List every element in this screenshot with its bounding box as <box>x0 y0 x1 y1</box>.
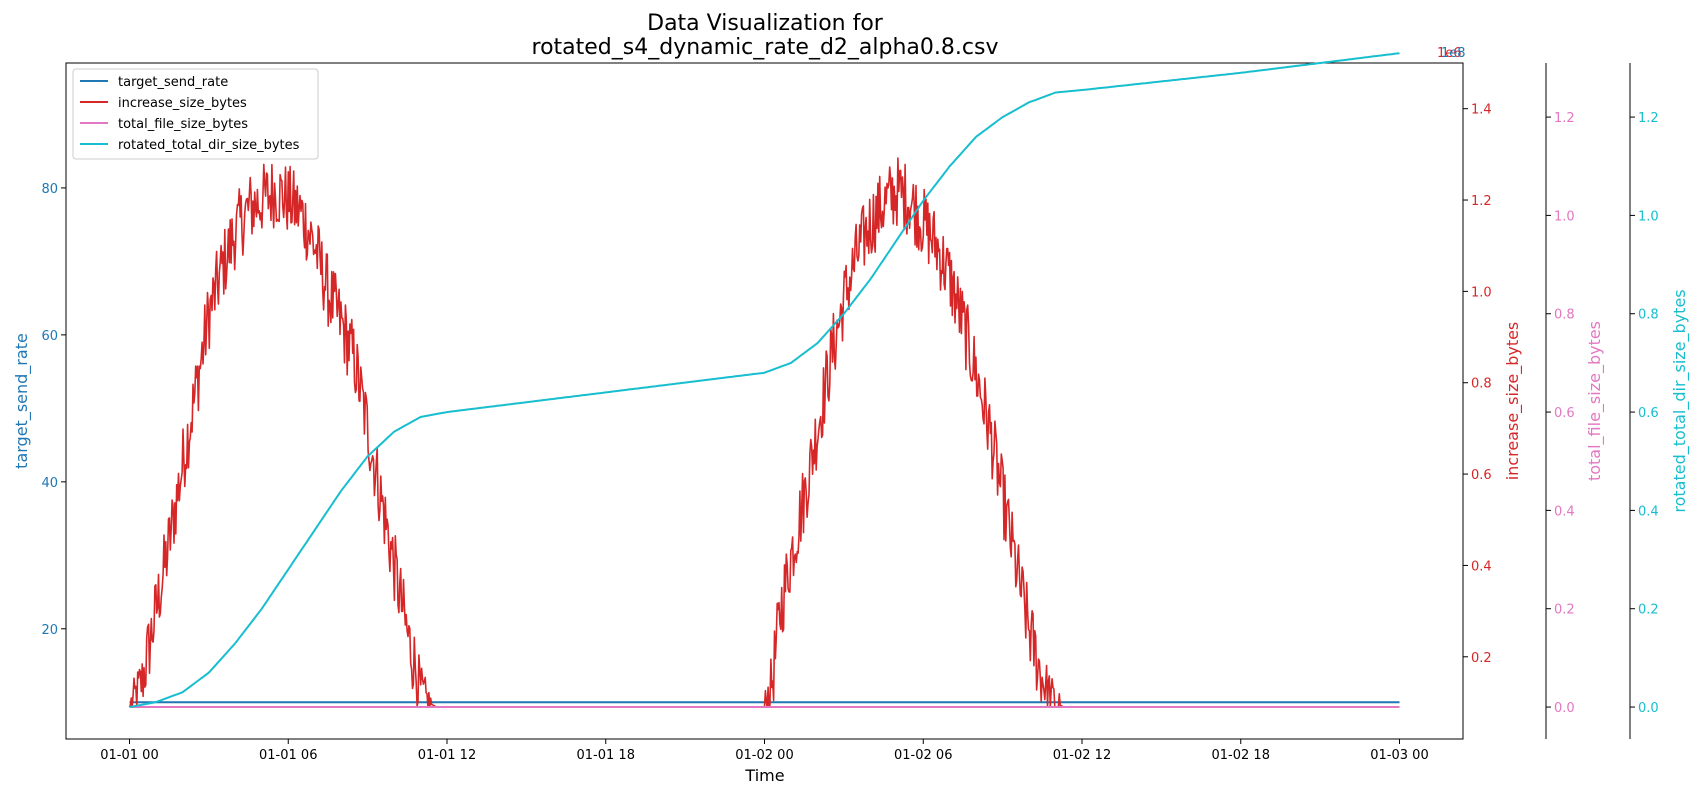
left-y-axis: 20 40 60 80 <box>41 182 66 638</box>
legend-box <box>72 68 319 160</box>
right2-y-tick-label: 1.2 <box>1554 111 1575 126</box>
x-tick-label: 01-01 00 <box>100 748 158 763</box>
right-y-axis-increase-offset-text: 1e6 <box>1437 46 1462 61</box>
right-y-axis-file: 0.0 0.2 0.4 0.6 0.8 1.0 1.2 <box>1546 111 1575 716</box>
right-y-axis-increase-label: increase_size_bytes <box>1503 322 1523 481</box>
right1-y-tick-label: 0.2 <box>1471 651 1492 666</box>
right-y-axis-dir: 0.0 0.2 0.4 0.6 0.8 1.0 1.2 <box>1630 111 1659 716</box>
x-tick-label: 01-01 12 <box>418 748 476 763</box>
left-y-tick-label: 20 <box>41 623 58 638</box>
x-tick-label: 01-02 12 <box>1053 748 1111 763</box>
right2-y-tick-label: 0.2 <box>1554 603 1575 618</box>
right1-y-tick-label: 0.4 <box>1471 559 1492 574</box>
x-axis: 01-01 00 01-01 06 01-01 12 01-01 18 01-02 00… <box>100 739 1429 763</box>
right2-y-tick-label: 0.0 <box>1554 701 1575 716</box>
x-tick-label: 01-01 18 <box>577 748 635 763</box>
x-axis-label: Time <box>744 766 784 785</box>
right1-y-tick-label: 1.4 <box>1471 103 1492 118</box>
right2-y-tick-label: 0.4 <box>1554 504 1575 519</box>
left-y-axis-label: target_send_rate <box>12 333 32 469</box>
left-y-tick-label: 60 <box>41 329 58 344</box>
legend-label-rotated-total-dir-size-bytes: rotated_total_dir_size_bytes <box>118 138 300 153</box>
right-y-axis-increase: 0.2 0.4 0.6 0.8 1.0 1.2 1.4 <box>1463 103 1492 666</box>
legend: target_send_rate increase_size_bytes tot… <box>72 68 319 160</box>
x-tick-label: 01-02 18 <box>1212 748 1270 763</box>
right3-y-tick-label: 0.2 <box>1638 603 1659 618</box>
legend-label-target-send-rate: target_send_rate <box>118 75 228 90</box>
legend-label-total-file-size-bytes: total_file_size_bytes <box>118 117 248 132</box>
x-tick-label: 01-02 06 <box>894 748 952 763</box>
chart-title-line2: rotated_s4_dynamic_rate_d2_alpha0.8.csv <box>532 35 999 60</box>
x-tick-label: 01-03 00 <box>1370 748 1428 763</box>
right3-y-tick-label: 0.4 <box>1638 504 1659 519</box>
chart-title-line1: Data Visualization for <box>647 11 884 36</box>
legend-label-increase-size-bytes: increase_size_bytes <box>118 96 247 111</box>
right3-y-tick-label: 0.8 <box>1638 308 1659 323</box>
right1-y-tick-label: 1.0 <box>1471 285 1492 300</box>
right-y-axis-file-label: total_file_size_bytes <box>1585 321 1605 481</box>
series-line-rotated-total-dir-size-bytes <box>129 52 1400 708</box>
right3-y-tick-label: 0.0 <box>1638 701 1659 716</box>
left-y-tick-label: 80 <box>41 182 58 197</box>
right1-y-tick-label: 0.6 <box>1471 468 1492 483</box>
x-tick-label: 01-01 06 <box>259 748 317 763</box>
right1-y-tick-label: 1.2 <box>1471 194 1492 209</box>
right2-y-tick-label: 0.8 <box>1554 308 1575 323</box>
right2-y-tick-label: 0.6 <box>1554 406 1575 421</box>
x-tick-label: 01-02 00 <box>735 748 793 763</box>
right3-y-tick-label: 1.2 <box>1638 111 1659 126</box>
right3-y-tick-label: 1.0 <box>1638 209 1659 224</box>
right-y-axis-dir-offset-text: 1e8 <box>1441 46 1466 61</box>
right1-y-tick-label: 0.8 <box>1471 377 1492 392</box>
right3-y-tick-label: 0.6 <box>1638 406 1659 421</box>
right-y-axis-dir-label: rotated_total_dir_size_bytes <box>1670 289 1690 512</box>
left-y-tick-label: 40 <box>41 476 58 491</box>
right2-y-tick-label: 1.0 <box>1554 209 1575 224</box>
series-layer <box>128 52 1400 708</box>
